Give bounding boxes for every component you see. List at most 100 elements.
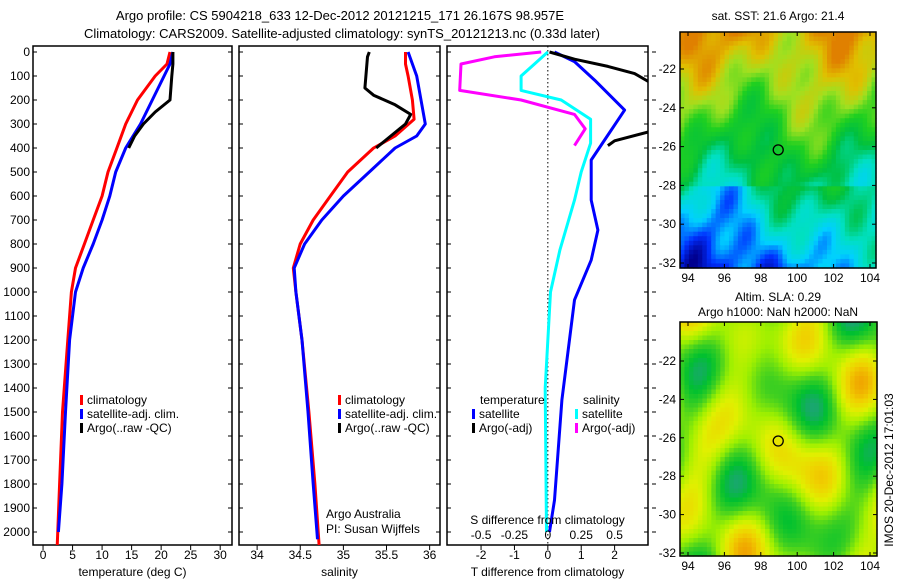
- map-cell: [724, 100, 730, 106]
- map-cell: [863, 538, 869, 544]
- map-cell: [702, 371, 708, 377]
- map-cell: [818, 551, 824, 557]
- map-cell: [746, 186, 752, 192]
- map-cell: [840, 50, 846, 56]
- map-cell: [702, 227, 708, 233]
- map-cell: [715, 136, 721, 142]
- map-cell: [778, 245, 784, 251]
- map-cell: [796, 344, 802, 350]
- map-cell: [751, 45, 757, 51]
- map-cell: [862, 127, 868, 133]
- map-cell: [778, 254, 784, 260]
- map-cell: [800, 204, 806, 210]
- map-cell: [782, 479, 789, 485]
- x-tick-label: 2: [611, 548, 618, 562]
- map-cell: [831, 227, 837, 233]
- map-cell: [747, 457, 753, 463]
- map-cell: [738, 403, 744, 409]
- map-cell: [715, 538, 721, 544]
- map-cell: [724, 439, 730, 445]
- map-cell: [680, 403, 686, 409]
- map-cell: [733, 394, 739, 400]
- map-cell: [769, 122, 775, 128]
- map-cell: [706, 340, 712, 346]
- map-cell: [688, 181, 694, 187]
- map-cell: [800, 122, 806, 128]
- map-cell: [760, 488, 766, 494]
- map-cell: [800, 154, 806, 160]
- map-cell: [773, 145, 779, 151]
- map-cell: [804, 186, 810, 192]
- map-cell: [805, 335, 811, 341]
- map-cell: [871, 41, 877, 47]
- map-cell: [840, 168, 846, 174]
- map-cell: [711, 86, 717, 92]
- map-cell: [737, 186, 743, 192]
- map-cell: [836, 389, 842, 395]
- map-cell: [791, 41, 797, 47]
- map-cell: [796, 470, 802, 476]
- map-cell: [800, 199, 806, 206]
- map-cell: [800, 263, 806, 269]
- map-cell: [858, 263, 864, 269]
- map-cell: [782, 86, 788, 92]
- map-cell: [831, 91, 837, 97]
- map-cell: [853, 81, 859, 88]
- map-cell: [693, 72, 699, 78]
- map-cell: [760, 470, 766, 476]
- map-cell: [688, 470, 695, 476]
- map-cell: [849, 136, 855, 142]
- map-cell: [715, 190, 721, 196]
- map-cell: [688, 136, 694, 142]
- map-cell: [765, 551, 771, 557]
- map-cell: [814, 358, 820, 364]
- map-cell: [751, 54, 757, 60]
- map-cell: [809, 421, 815, 427]
- map-cell: [742, 68, 748, 74]
- map-cell: [813, 159, 819, 165]
- map-cell: [688, 362, 695, 368]
- map-cell: [863, 349, 869, 355]
- map-cell: [747, 551, 753, 557]
- series-satellite-adj-clim-: [56, 51, 175, 533]
- map-cell: [724, 340, 730, 346]
- map-cell: [818, 457, 824, 463]
- map-cell: [680, 493, 686, 499]
- map-cell: [814, 421, 820, 427]
- map-cell: [832, 470, 838, 476]
- map-cell: [841, 542, 847, 548]
- map-cell: [720, 389, 726, 395]
- map-cell: [844, 131, 850, 137]
- map-cell: [853, 213, 859, 219]
- map-cell: [849, 36, 855, 42]
- map-cell: [822, 109, 828, 115]
- map-cell: [729, 529, 735, 535]
- map-cell: [835, 249, 841, 255]
- map-cell: [697, 204, 703, 210]
- map-cell: [737, 140, 743, 147]
- map-cell: [804, 195, 810, 201]
- map-cell: [814, 538, 820, 544]
- map-cell: [800, 493, 806, 499]
- map-cell: [702, 394, 708, 400]
- map-cell: [733, 362, 739, 368]
- map-cell: [850, 466, 856, 472]
- map-cell: [791, 479, 798, 485]
- map-cell: [868, 398, 874, 404]
- map-cell: [844, 213, 850, 219]
- map-cell: [823, 439, 829, 445]
- map-cell: [778, 159, 784, 165]
- map-cell: [706, 349, 712, 355]
- map-cell: [791, 100, 797, 106]
- map-cell: [738, 371, 744, 377]
- map-cell: [706, 181, 712, 187]
- map-cell: [863, 475, 869, 481]
- map-cell: [737, 63, 743, 69]
- map-cell: [680, 159, 686, 165]
- map-cell: [755, 77, 761, 83]
- map-cell: [720, 407, 726, 413]
- map-cell: [702, 118, 708, 124]
- map-cell: [832, 403, 838, 409]
- map-cell: [688, 466, 695, 472]
- map-cell: [782, 45, 788, 51]
